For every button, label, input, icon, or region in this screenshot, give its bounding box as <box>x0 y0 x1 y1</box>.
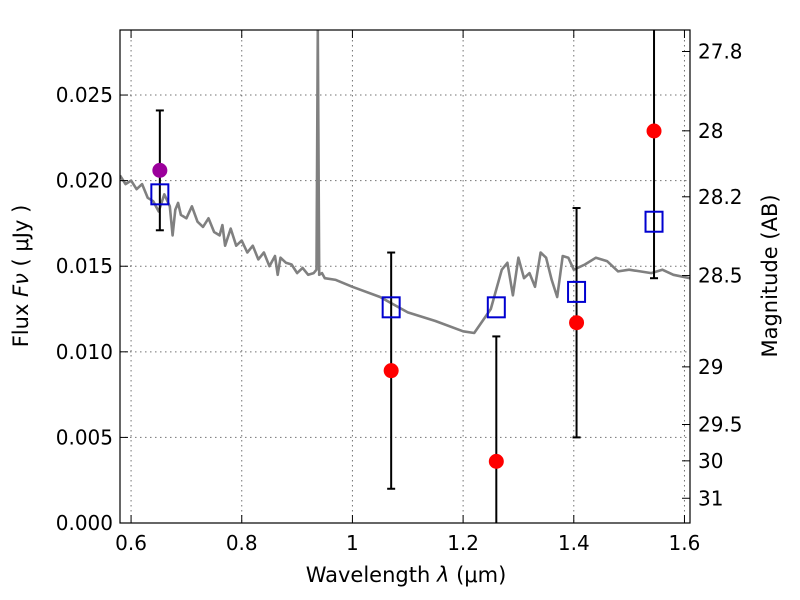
x-tick-label-3: 1.2 <box>447 531 479 555</box>
data-markers <box>150 30 664 523</box>
y-tick-label-4: 0.020 <box>56 169 113 193</box>
y2-tick-label-0: 27.8 <box>698 40 743 64</box>
x-tick-label-0: 0.6 <box>115 531 147 555</box>
model-square-1 <box>381 296 401 319</box>
y-tick-label-3: 0.015 <box>56 254 113 278</box>
sed-model-line <box>120 30 690 335</box>
y2-tick-label-7: 31 <box>698 486 723 510</box>
grid <box>120 30 690 524</box>
y2-axis-label: Magnitude (AB) <box>758 194 782 357</box>
y-axis-label: Flux Fν ( μJy ) <box>9 205 33 348</box>
y-tick-label-1: 0.005 <box>56 425 113 449</box>
axis-ticks: 0.6 0.8 1 1.2 1.4 1.6 0.000 0.005 0.010 0.015 0.02… <box>56 30 743 555</box>
flux-point-2-0 <box>152 162 168 178</box>
y2-tick-label-5: 29.5 <box>698 412 743 436</box>
x-tick-label-1: 0.8 <box>226 531 258 555</box>
model-square-0 <box>150 183 170 206</box>
plot-frame <box>119 29 691 524</box>
y2-tick-label-3: 28.5 <box>698 264 743 288</box>
y2-tick-label-2: 28.2 <box>698 185 743 209</box>
y2-tick-label-1: 28 <box>698 119 723 143</box>
y2-tick-label-6: 30 <box>698 449 723 473</box>
model-square-3 <box>567 280 587 303</box>
flux-point-1-0 <box>383 363 399 379</box>
model-square-4 <box>644 210 664 233</box>
y-tick-label-5: 0.025 <box>56 83 113 107</box>
series-sed-model <box>120 30 690 335</box>
y-tick-label-2: 0.010 <box>56 340 113 364</box>
model-square-2 <box>486 296 506 319</box>
x-tick-label-4: 1.4 <box>558 531 590 555</box>
flux-point-1-3 <box>646 123 662 139</box>
x-tick-label-5: 1.6 <box>669 531 701 555</box>
x-tick-label-2: 1 <box>346 531 359 555</box>
x-axis-label: Wavelength λ (μm) <box>306 563 507 587</box>
y2-tick-label-4: 29 <box>698 355 723 379</box>
flux-point-1-2 <box>569 315 585 331</box>
flux-point-1-1 <box>488 453 504 469</box>
y-tick-label-0: 0.000 <box>56 511 113 535</box>
